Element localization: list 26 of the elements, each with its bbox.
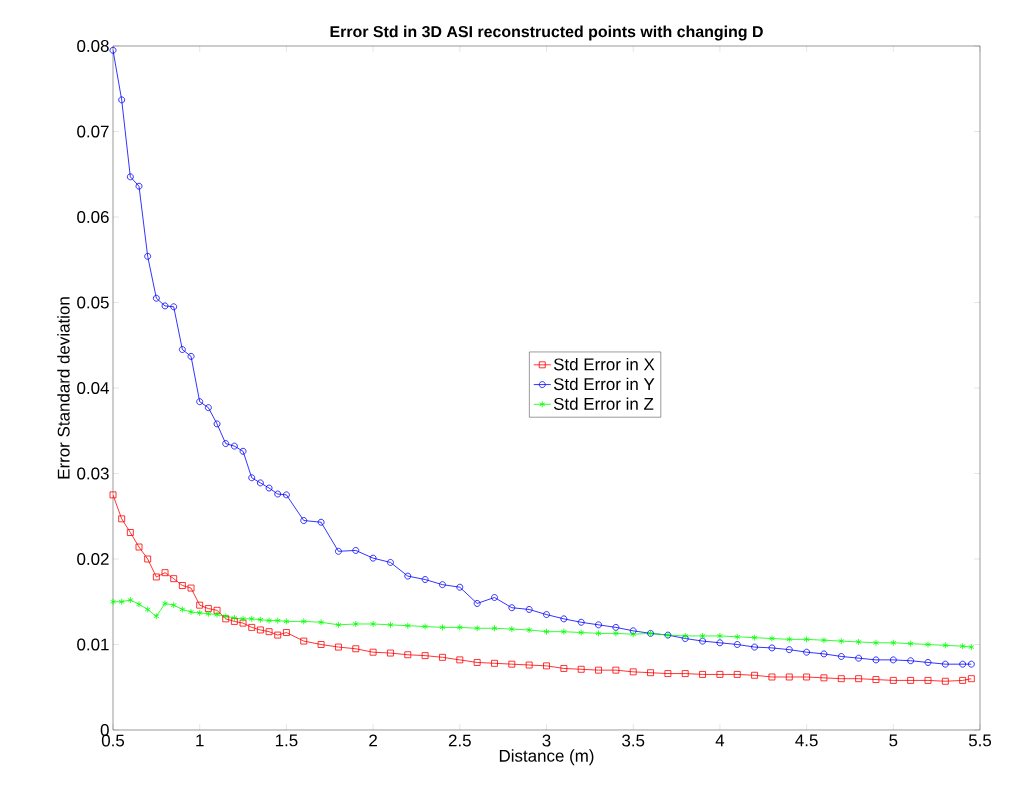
x-tick-label: 4.5 [795,734,818,747]
x-tick-label: 2 [369,734,377,747]
y-tick-label: 0.02 [77,553,109,565]
y-tick-label: 0.04 [77,382,109,394]
y-tick-label: 0 [100,724,109,736]
x-tick-label: 3 [542,734,551,747]
y-tick-label: 0.03 [77,467,109,480]
x-tick-label: 0.5 [101,734,125,747]
legend-label: Std Error in Y [553,377,655,391]
y-tick-label: 0.05 [77,296,109,309]
legend-label: Std Error in X [553,357,655,371]
y-tick-label: 0.01 [77,638,109,651]
y-tick-label: 0.08 [77,40,109,52]
x-tick-label: 5 [889,734,898,747]
x-tick-label: 2.5 [448,734,471,747]
legend-label: Std Error in Z [553,397,654,410]
x-tick-label: 1 [196,734,204,747]
y-axis-title: Error Standard deviation [57,297,70,479]
x-tick-label: 5.5 [968,734,992,747]
y-tick-label: 0.06 [77,211,109,223]
chart-title: Error Std in 3D ASI reconstructed points with changing D [330,25,763,41]
x-tick-label: 4 [715,734,725,747]
y-tick-label: 0.07 [77,125,109,138]
x-tick-label: 3.5 [622,734,645,747]
x-tick-label: 1.5 [275,734,298,747]
x-axis-title: Distance (m) [499,749,594,766]
